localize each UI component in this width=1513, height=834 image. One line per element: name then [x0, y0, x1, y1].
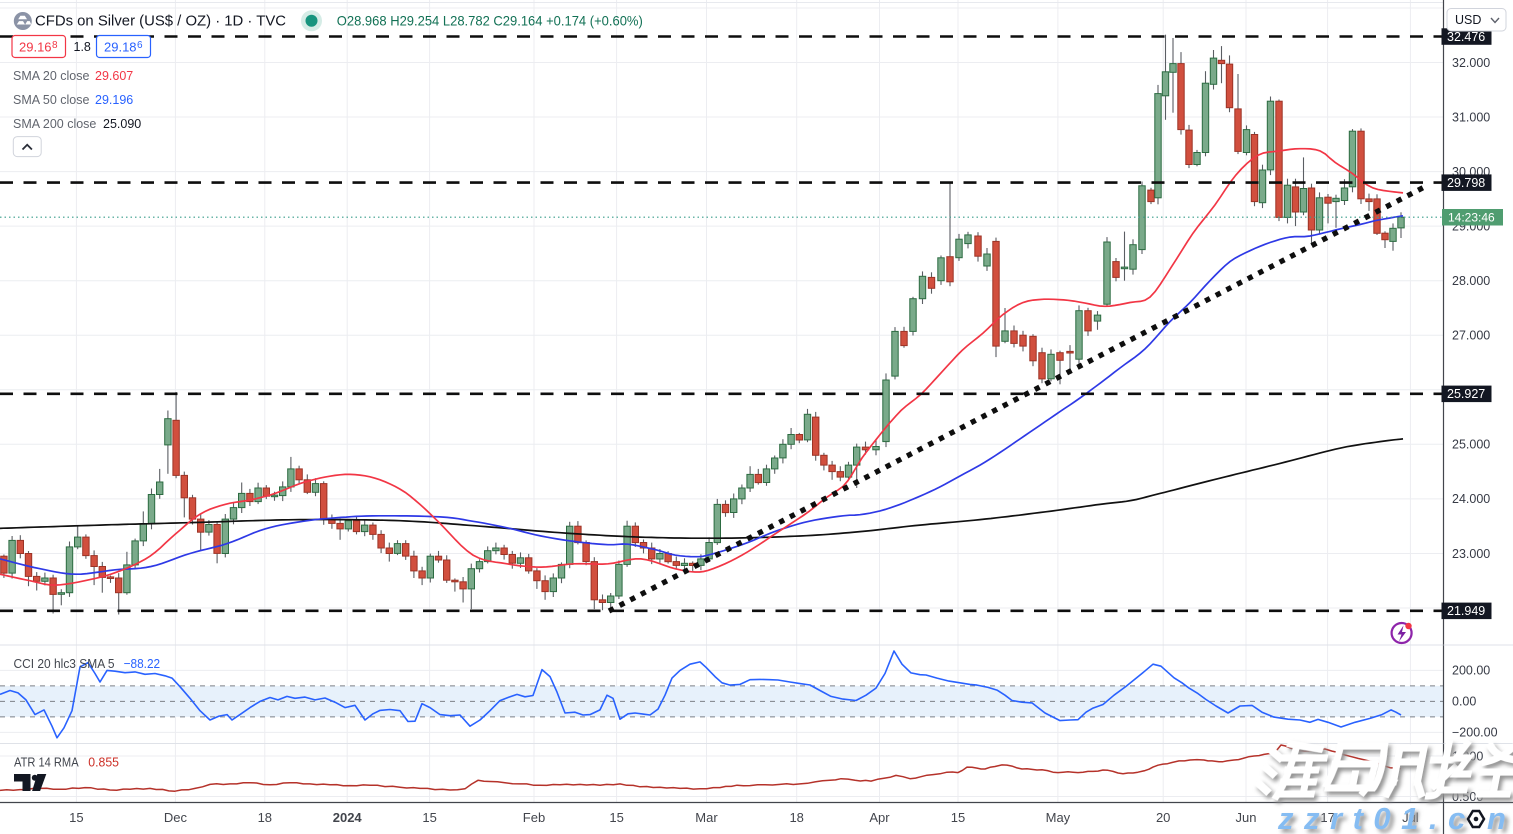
- svg-text:15: 15: [69, 810, 83, 825]
- svg-text:1.8: 1.8: [74, 40, 91, 54]
- svg-text:15: 15: [951, 810, 965, 825]
- svg-text:27.000: 27.000: [1452, 329, 1490, 343]
- svg-text:6: 6: [137, 40, 143, 51]
- svg-text:31.000: 31.000: [1452, 110, 1490, 124]
- svg-text:200.00: 200.00: [1452, 664, 1490, 678]
- svg-text:29.18: 29.18: [104, 40, 137, 55]
- svg-text:−200.00: −200.00: [1452, 726, 1498, 740]
- svg-text:29.798: 29.798: [1447, 176, 1485, 190]
- svg-text:20: 20: [1156, 810, 1170, 825]
- svg-text:29.16: 29.16: [19, 40, 52, 55]
- svg-text:O28.968 H29.254 L28.782 C29.16: O28.968 H29.254 L28.782 C29.164 +0.174 (…: [337, 13, 643, 29]
- svg-text:32.000: 32.000: [1452, 56, 1490, 70]
- svg-text:CFDs on Silver (US$ / OZ) · 1D: CFDs on Silver (US$ / OZ) · 1D · TVC: [35, 13, 286, 30]
- svg-text:SMA 20 close: SMA 20 close: [13, 69, 89, 83]
- svg-text:17: 17: [1320, 810, 1334, 825]
- svg-text:May: May: [1046, 810, 1071, 825]
- svg-text:29.607: 29.607: [95, 69, 133, 83]
- svg-text:−88.22: −88.22: [124, 656, 161, 671]
- svg-text:8: 8: [52, 40, 58, 51]
- svg-text:ATR 14 RMA: ATR 14 RMA: [14, 755, 79, 770]
- svg-text:18: 18: [789, 810, 803, 825]
- svg-text:0.00: 0.00: [1452, 695, 1476, 709]
- svg-text:24.000: 24.000: [1452, 492, 1490, 506]
- svg-text:Jul: Jul: [1402, 810, 1419, 825]
- svg-text:Dec: Dec: [164, 810, 188, 825]
- svg-text:USD: USD: [1455, 13, 1481, 27]
- svg-text:Apr: Apr: [869, 810, 890, 825]
- svg-text:25.000: 25.000: [1452, 438, 1490, 452]
- svg-text:25.090: 25.090: [103, 117, 141, 131]
- svg-text:15: 15: [609, 810, 623, 825]
- svg-text:CCI 20 hlc3 SMA 5: CCI 20 hlc3 SMA 5: [14, 656, 115, 671]
- svg-text:18: 18: [258, 810, 272, 825]
- svg-text:15: 15: [422, 810, 436, 825]
- svg-text:25.927: 25.927: [1447, 387, 1485, 401]
- svg-text:28.000: 28.000: [1452, 274, 1490, 288]
- svg-text:21.949: 21.949: [1447, 604, 1485, 618]
- svg-text:0.855: 0.855: [88, 755, 119, 770]
- svg-text:29.196: 29.196: [95, 93, 133, 107]
- svg-text:Feb: Feb: [523, 810, 545, 825]
- svg-text:Jun: Jun: [1236, 810, 1257, 825]
- svg-text:32.476: 32.476: [1447, 30, 1485, 44]
- svg-text:SMA 200 close: SMA 200 close: [13, 117, 96, 131]
- svg-text:23.000: 23.000: [1452, 547, 1490, 561]
- svg-text:14:23:46: 14:23:46: [1448, 211, 1495, 225]
- svg-text:n: n: [1487, 801, 1506, 834]
- svg-text:Mar: Mar: [695, 810, 718, 825]
- svg-text:2024: 2024: [333, 810, 363, 825]
- svg-text:SMA 50 close: SMA 50 close: [13, 93, 89, 107]
- svg-text:zzrt01.c: zzrt01.c: [1277, 801, 1476, 834]
